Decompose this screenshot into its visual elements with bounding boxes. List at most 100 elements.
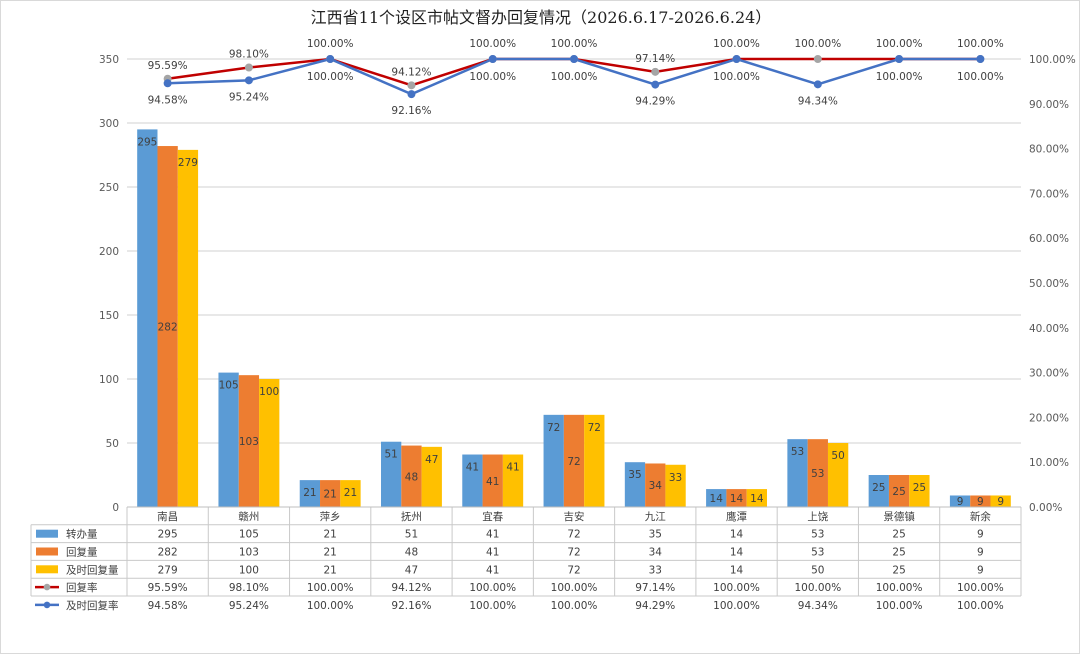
category-label: 赣州 [238,510,259,523]
bar-data-label: 282 [158,322,178,334]
bar-data-label: 51 [384,449,397,461]
legend-swatch [36,565,58,574]
category-label: 新余 [970,510,991,523]
line-data-label: 100.00% [551,71,598,83]
bar-data-label: 47 [425,454,438,466]
table-cell: 100.00% [876,582,923,594]
line-point [895,55,904,63]
right-tick-label: 70.00% [1029,188,1069,200]
bar-series: 295 282 279 105 103 100 21 21 21 51 48 47 41 41 41 72 72… [137,129,1011,508]
table-cell: 9 [977,529,984,541]
left-tick-label: 250 [99,182,119,194]
category-label: 萍乡 [320,511,341,523]
bar-data-label: 100 [259,386,279,398]
bar-data-label: 50 [831,450,844,462]
table-cell: 282 [158,547,178,559]
bar [665,464,686,507]
line-data-label: 100.00% [794,38,841,50]
bar-data-label: 53 [791,446,804,458]
table-cell: 100.00% [469,582,516,594]
bar-data-label: 14 [710,493,724,505]
bar [137,129,158,507]
table-cell: 100.00% [307,582,354,594]
bar-data-label: 9 [997,496,1004,508]
left-tick-label: 50 [106,438,119,450]
table-cell: 100.00% [957,582,1004,594]
bar [563,414,585,507]
left-tick-label: 0 [112,502,119,514]
table-cell: 47 [405,564,418,576]
table-cell: 100 [239,564,259,576]
right-tick-label: 80.00% [1029,144,1069,156]
line-data-label: 100.00% [307,38,354,50]
table-cell: 35 [649,529,662,541]
legend-label: 转办量 [66,528,98,541]
bar-data-label: 72 [567,456,580,468]
line-data-label: 94.29% [635,96,675,108]
line-data-label: 100.00% [469,71,516,83]
bar [787,439,808,507]
bar [502,454,524,507]
bar-data-label: 41 [466,462,479,474]
line-data-label: 95.59% [148,60,188,72]
left-tick-label: 100 [99,374,119,386]
category-label: 鹰潭 [726,510,747,523]
bar-data-label: 48 [405,471,418,483]
bar-data-label: 33 [669,472,682,484]
table-cell: 100.00% [713,600,760,612]
table-cell: 72 [567,529,580,541]
line-data-label: 100.00% [957,71,1004,83]
line-point [407,81,416,90]
bar-data-label: 53 [811,468,824,480]
bar-data-label: 41 [506,462,519,474]
table-cell: 94.34% [798,600,838,612]
table-cell: 9 [977,564,984,576]
table-cell: 95.24% [229,600,269,612]
line-data-label: 97.14% [635,53,675,65]
bar [381,441,402,507]
table-cell: 21 [323,564,336,576]
table-cell: 14 [730,529,744,541]
line-data-label: 100.00% [957,38,1004,50]
bar-data-label: 103 [239,436,259,448]
table-cell: 34 [649,547,663,559]
bar-data-label: 14 [730,493,744,505]
bar-data-label: 72 [588,422,601,434]
line-data-label: 94.58% [148,94,188,106]
bar [827,443,849,507]
line-point [813,55,822,63]
bar [157,146,178,508]
table-cell: 41 [486,529,499,541]
bar [482,454,503,507]
bar [238,375,260,507]
category-label: 九江 [645,511,666,523]
category-label: 南昌 [157,510,178,523]
table-cell: 105 [239,529,259,541]
category-label: 抚州 [401,511,422,523]
right-tick-label: 90.00% [1029,99,1069,111]
bar [218,372,239,507]
bar-data-label: 41 [486,476,499,488]
table-cell: 100.00% [876,600,923,612]
category-label: 景德镇 [883,510,915,523]
table-cell: 100.00% [551,600,598,612]
bar [401,445,422,507]
line-series: 95.59% 98.10% 100.00% 94.12% 100.00% 100.00% 9… [148,38,1004,117]
bar [726,489,747,507]
table-cell: 103 [239,547,259,559]
right-tick-label: 40.00% [1029,323,1069,335]
table-cell: 98.10% [229,582,269,594]
table-cell: 41 [486,547,499,559]
line-data-label: 100.00% [551,38,598,50]
bar [746,489,767,507]
table-cell: 14 [730,547,744,559]
line-data-label: 100.00% [307,71,354,83]
bar [990,495,1011,507]
table-cell: 94.12% [391,582,431,594]
line-point [244,63,253,72]
table-cell: 9 [977,547,984,559]
bar-data-label: 9 [957,496,964,508]
table-cell: 21 [323,529,336,541]
